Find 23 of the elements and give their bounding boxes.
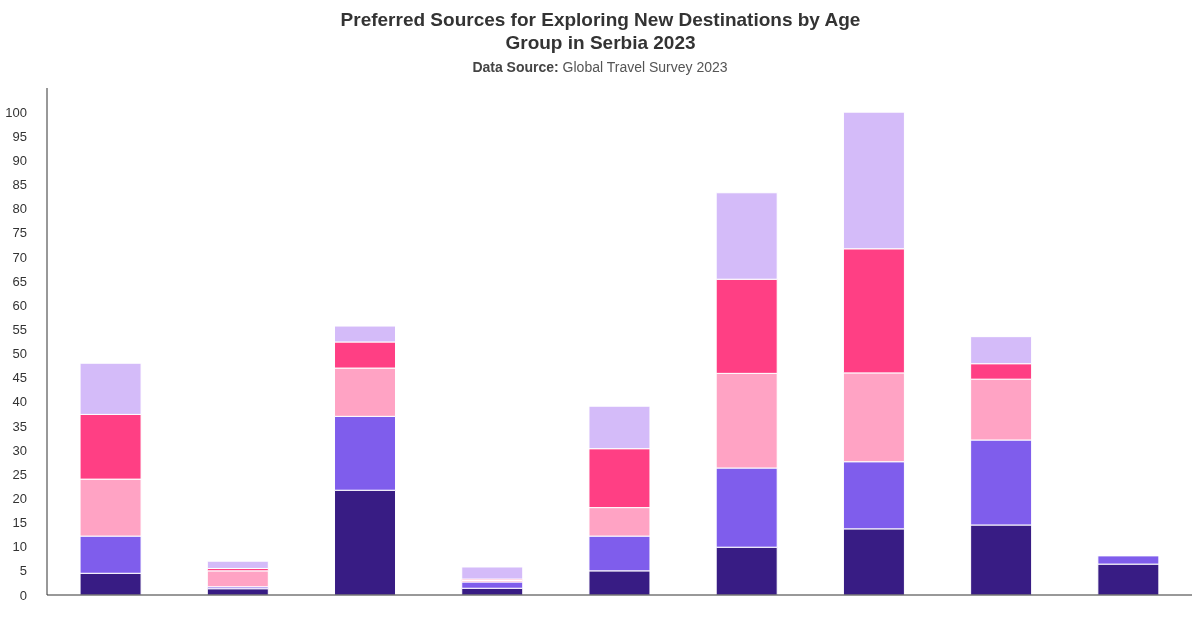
y-tick-label: 45 [12, 370, 27, 386]
y-tick-label: 50 [12, 346, 27, 362]
y-tick-label: 65 [12, 273, 27, 289]
y-tick-label: 35 [12, 418, 27, 434]
y-tick-label: 20 [12, 491, 27, 507]
y-tick-label: 95 [12, 128, 27, 144]
y-tick-label: 10 [12, 539, 27, 555]
y-tick-label: 55 [12, 322, 27, 338]
chart-subtitle: Data Source: Global Travel Survey 2023 [472, 59, 728, 75]
chart-title: Preferred Sources for Exploring New Destinations by Age Group in Serbia 2023 [340, 9, 861, 53]
y-tick-label: 60 [12, 297, 27, 313]
y-tick-label: 0 [19, 587, 27, 603]
y-tick-label: 90 [12, 153, 27, 169]
y-tick-label: 5 [19, 563, 27, 579]
y-tick-label: 40 [12, 394, 27, 410]
y-tick-label: 80 [12, 201, 27, 217]
y-tick-label: 100 [5, 104, 27, 120]
y-tick-label: 85 [12, 177, 27, 193]
y-tick-label: 25 [12, 466, 27, 482]
y-tick-label: 15 [12, 515, 27, 531]
y-tick-label: 70 [12, 249, 27, 265]
y-tick-label: 30 [12, 442, 27, 458]
y-tick-label: 75 [12, 225, 27, 241]
